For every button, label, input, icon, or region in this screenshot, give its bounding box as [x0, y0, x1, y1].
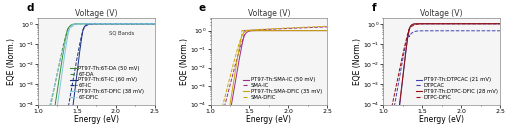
Title: Voltage (V): Voltage (V)	[247, 9, 290, 18]
Title: Voltage (V): Voltage (V)	[420, 9, 463, 18]
Y-axis label: EQE (Norm.): EQE (Norm.)	[352, 38, 362, 85]
Y-axis label: EQE (Norm.): EQE (Norm.)	[180, 38, 189, 85]
Legend: PT97-Th:SMA-IC (50 mV), SMA-IC, PT97-Th:SMA-DFIC (35 mV), SMA-DFIC: PT97-Th:SMA-IC (50 mV), SMA-IC, PT97-Th:…	[242, 77, 323, 100]
Legend: PT97-Th:DTPCAC (21 mV), DTPCAC, PT97-Th:DTPC-DFIC (28 mV), DTPC-DFIC: PT97-Th:DTPCAC (21 mV), DTPCAC, PT97-Th:…	[415, 77, 498, 100]
Y-axis label: EQE (Norm.): EQE (Norm.)	[7, 38, 16, 85]
Text: d: d	[26, 3, 34, 13]
Text: SQ Bands: SQ Bands	[109, 31, 134, 36]
X-axis label: Energy (eV): Energy (eV)	[246, 115, 291, 124]
Text: f: f	[372, 3, 376, 13]
Legend: PT97-Th:6T-DA (50 mV), 6T-DA, PT97-Th:6T-IC (60 mV), 6T-IC, PT97-Th:6T-DFIC (38 : PT97-Th:6T-DA (50 mV), 6T-DA, PT97-Th:6T…	[70, 65, 144, 100]
Text: e: e	[199, 3, 206, 13]
Title: Voltage (V): Voltage (V)	[75, 9, 118, 18]
X-axis label: Energy (eV): Energy (eV)	[419, 115, 464, 124]
X-axis label: Energy (eV): Energy (eV)	[74, 115, 119, 124]
